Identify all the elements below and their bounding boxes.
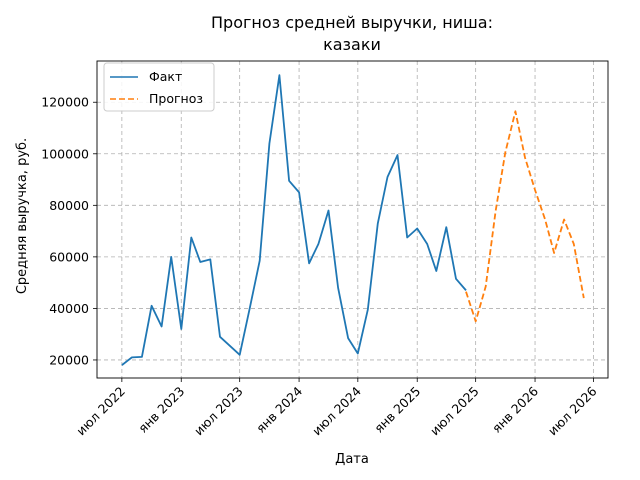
- series-line-forecast: [465, 110, 585, 323]
- x-axis-label: Дата: [335, 452, 369, 467]
- series-line-fact: [121, 74, 467, 366]
- y-tick-label: 60000: [49, 249, 89, 264]
- legend: Факт Прогноз: [103, 62, 215, 112]
- chart-title-line-1: Прогноз средней выручки, ниша:: [211, 13, 493, 32]
- y-tick-label: 120000: [41, 95, 89, 110]
- series-layer: [121, 74, 585, 366]
- chart-title-line-2: казаки: [323, 35, 381, 54]
- y-tick-label: 80000: [49, 198, 89, 213]
- grid: [97, 61, 608, 378]
- y-tick-label: 20000: [49, 352, 89, 367]
- y-tick-label: 40000: [49, 301, 89, 316]
- legend-label-fact: Факт: [149, 69, 182, 84]
- plot-frame: [96, 60, 609, 379]
- legend-label-forecast: Прогноз: [149, 91, 203, 106]
- y-tick-label: 100000: [41, 146, 89, 161]
- y-axis-label: Средняя выручка, руб.: [15, 138, 30, 294]
